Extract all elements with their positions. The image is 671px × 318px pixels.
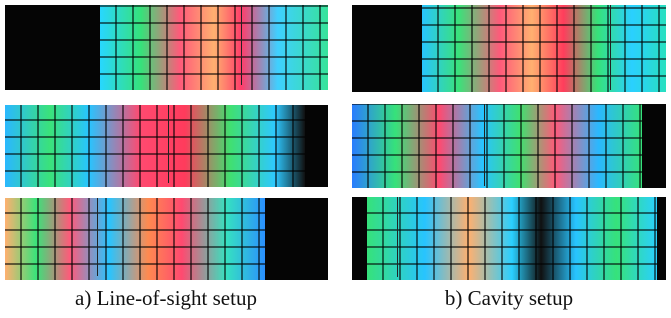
wire	[610, 5, 611, 90]
led-tiles	[422, 5, 666, 92]
wire	[241, 5, 242, 85]
led-tiles	[367, 197, 657, 280]
led-tiles	[100, 5, 328, 90]
photo	[5, 198, 328, 280]
caption: b) Cavity setup	[349, 286, 669, 311]
wire	[168, 105, 169, 183]
photo	[352, 197, 666, 280]
led-tiles	[5, 105, 305, 187]
led-tiles	[5, 198, 265, 280]
photo	[352, 5, 666, 92]
wire	[97, 198, 98, 276]
figure: a) Line-of-sight setup b) Cavity setup	[0, 0, 671, 318]
photo	[5, 105, 328, 187]
led-tiles	[352, 104, 642, 188]
photo	[352, 104, 666, 188]
photo	[5, 5, 328, 90]
wire	[484, 104, 485, 186]
wire	[397, 197, 398, 277]
caption: a) Line-of-sight setup	[6, 286, 326, 311]
